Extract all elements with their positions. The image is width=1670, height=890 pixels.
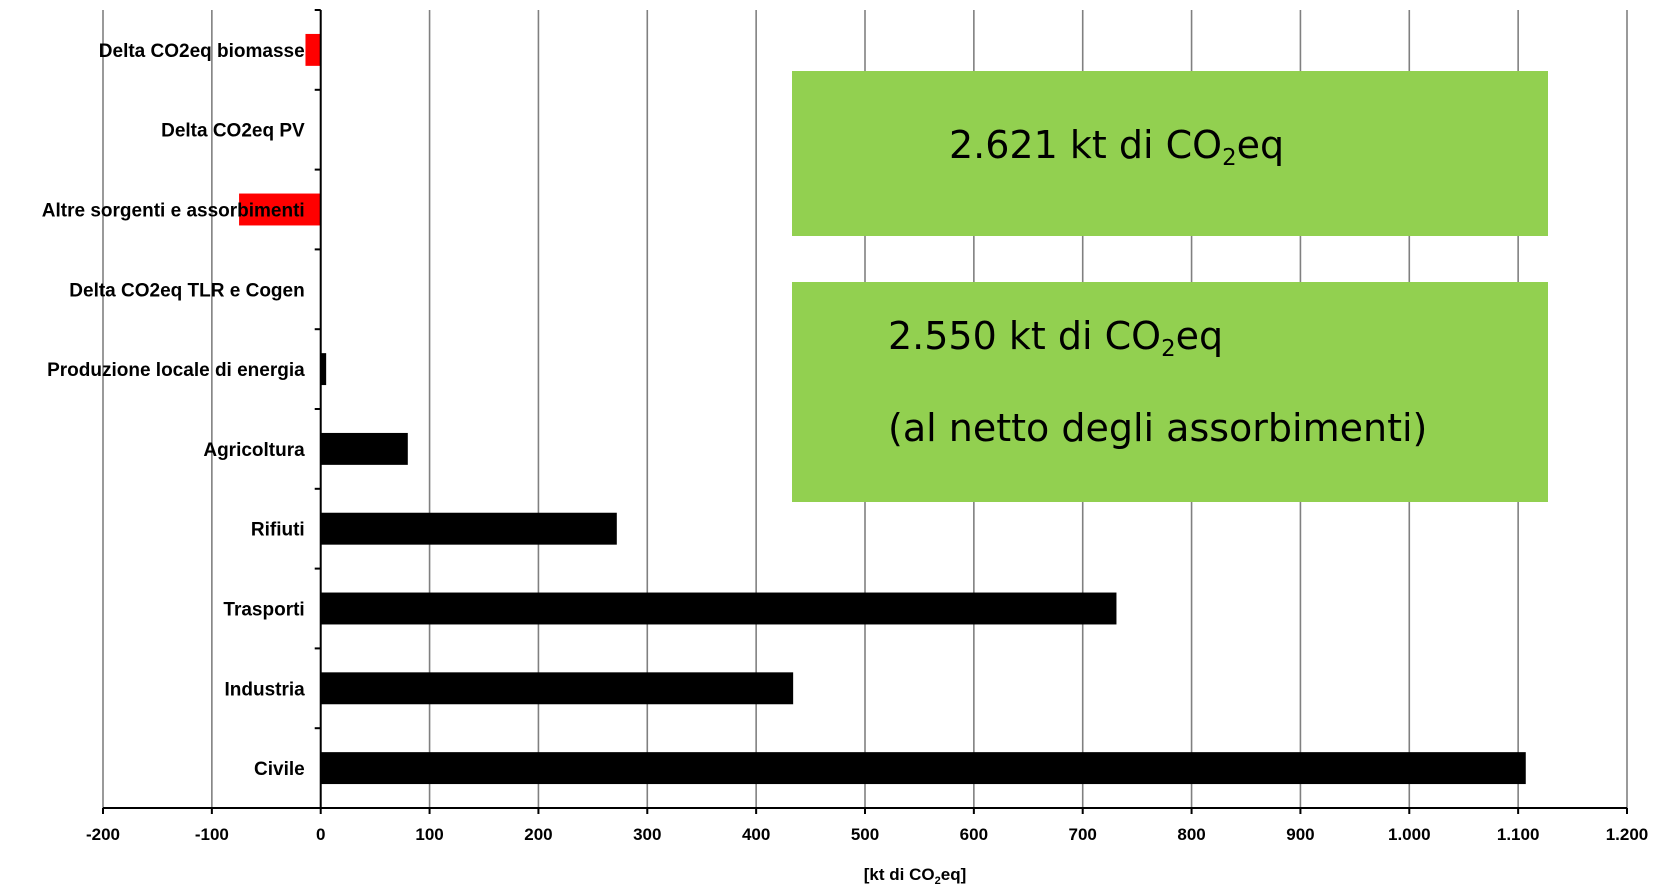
bar <box>320 592 1117 625</box>
x-tick-label: 600 <box>960 825 988 844</box>
category-label: Produzione locale di energia <box>47 360 305 381</box>
net-emissions-callout: 2.550 kt di CO2eq (al netto degli assorb… <box>792 282 1548 502</box>
category-labels: Civile Industria Trasporti Rifiuti Agricoltu… <box>42 41 305 780</box>
x-tick-label: 1.100 <box>1497 825 1540 844</box>
net-emissions-note: (al netto degli assorbimenti) <box>888 406 1428 450</box>
x-tick-label: 100 <box>415 825 443 844</box>
x-axis-title: [kt di CO2eq] <box>864 865 966 887</box>
total-emissions-text: 2.621 kt di CO2eq <box>949 123 1285 171</box>
x-tick-label: 400 <box>742 825 770 844</box>
x-tick-label: 200 <box>524 825 552 844</box>
bar <box>320 353 327 386</box>
bars <box>239 33 1526 785</box>
category-label: Trasporti <box>223 600 304 621</box>
axes <box>102 9 1628 814</box>
x-tick-label: 1.000 <box>1388 825 1431 844</box>
bar <box>320 752 1526 785</box>
category-label: Delta CO2eq biomasse <box>99 41 305 62</box>
x-tick-label: 700 <box>1069 825 1097 844</box>
bar <box>305 33 321 66</box>
category-label: Altre sorgenti e assorbimenti <box>42 201 305 222</box>
category-label: Agricoltura <box>203 440 305 461</box>
category-label: Civile <box>254 759 305 780</box>
x-tick-label: 300 <box>633 825 661 844</box>
bar <box>320 512 617 545</box>
category-label: Rifiuti <box>251 520 305 541</box>
bar <box>239 193 321 226</box>
bar <box>320 672 794 705</box>
x-tick-label: 1.200 <box>1606 825 1649 844</box>
category-label: Industria <box>224 679 305 700</box>
net-emissions-text: 2.550 kt di CO2eq <box>888 314 1224 362</box>
x-tick-label: 0 <box>316 825 325 844</box>
x-tick-label: -200 <box>86 825 120 844</box>
x-tick-labels: -200 -100 0 100 200 300 400 500 600 700 800 900 1.00… <box>86 825 1648 844</box>
x-tick-label: 500 <box>851 825 879 844</box>
category-label: Delta CO2eq TLR e Cogen <box>69 280 304 301</box>
x-tick-label: -100 <box>195 825 229 844</box>
category-label: Delta CO2eq PV <box>161 121 305 142</box>
x-tick-label: 800 <box>1177 825 1205 844</box>
bar <box>320 432 408 465</box>
x-tick-label: 900 <box>1286 825 1314 844</box>
total-emissions-callout: 2.621 kt di CO2eq <box>792 71 1548 236</box>
